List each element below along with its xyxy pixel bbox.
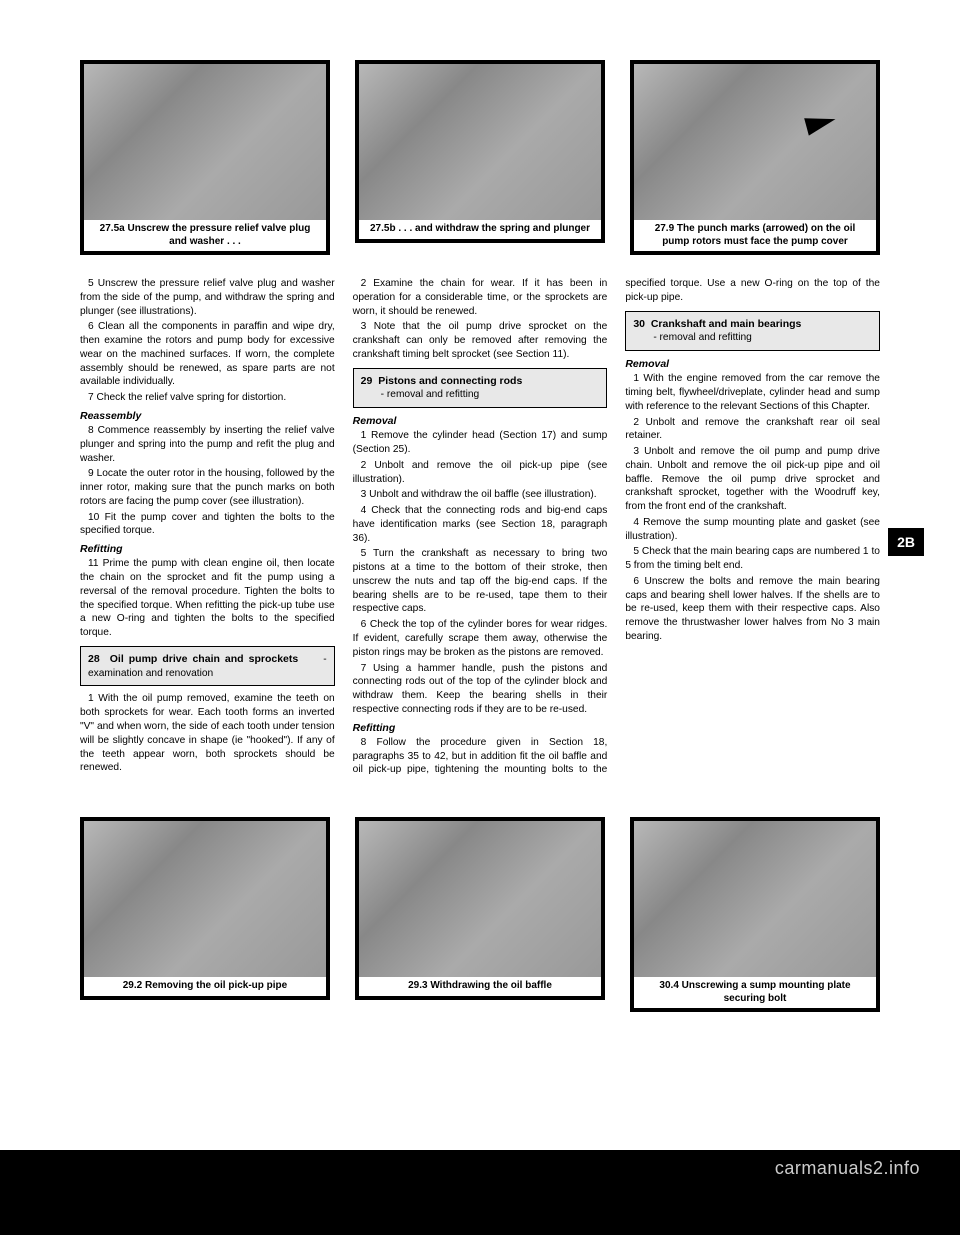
section-title: 30 Crankshaft and main bearings: [633, 318, 801, 330]
section-name: Oil pump drive chain and sprockets: [110, 653, 298, 665]
figure-image: [355, 60, 605, 220]
subheading-refitting: Refitting: [80, 542, 335, 556]
body-para: 7 Using a hammer handle, push the piston…: [353, 662, 608, 717]
body-para: 10 Fit the pump cover and tighten the bo…: [80, 511, 335, 539]
body-para: 7 Check the relief valve spring for dist…: [80, 391, 335, 405]
figure-29-3: 29.3 Withdrawing the oil baffle: [355, 817, 605, 1012]
body-para: 1 With the oil pump removed, examine the…: [80, 692, 335, 775]
body-para: 3 Unbolt and remove the oil pump and pum…: [625, 445, 880, 514]
figure-image: [80, 60, 330, 220]
body-para: 2 Examine the chain for wear. If it has …: [353, 277, 608, 318]
section-number: 28: [88, 653, 100, 665]
body-columns: 5 Unscrew the pressure relief valve plug…: [80, 277, 880, 797]
figure-image: [80, 817, 330, 977]
figure-caption: 27.5a Unscrew the pressure relief valve …: [80, 220, 330, 255]
figure-27-5a: 27.5a Unscrew the pressure relief valve …: [80, 60, 330, 255]
section-box-28: 28 Oil pump drive chain and sprockets - …: [80, 646, 335, 687]
figure-caption: 29.3 Withdrawing the oil baffle: [355, 977, 605, 1000]
subheading-removal: Removal: [625, 357, 880, 371]
body-para: 2 Unbolt and remove the crankshaft rear …: [625, 416, 880, 444]
figure-29-2: 29.2 Removing the oil pick-up pipe: [80, 817, 330, 1012]
body-para: 3 Note that the oil pump drive sprocket …: [353, 320, 608, 361]
body-para: 5 Check that the main bearing caps are n…: [625, 545, 880, 573]
body-para: 1 With the engine removed from the car r…: [625, 372, 880, 413]
figure-caption: 30.4 Unscrewing a sump mounting plate se…: [630, 977, 880, 1012]
section-name: Crankshaft and main bearings: [651, 318, 802, 330]
body-para: 4 Check that the connecting rods and big…: [353, 504, 608, 545]
body-para: 8 Commence reassembly by inserting the r…: [80, 424, 335, 465]
body-para: 9 Locate the outer rotor in the housing,…: [80, 467, 335, 508]
body-para: 2 Unbolt and remove the oil pick-up pipe…: [353, 459, 608, 487]
section-sub: - removal and refitting: [653, 332, 752, 343]
chapter-tab: 2B: [888, 528, 924, 556]
figure-27-5b: 27.5b . . . and withdraw the spring and …: [355, 60, 605, 255]
subheading-refitting: Refitting: [353, 721, 608, 735]
section-number: 29: [361, 375, 373, 387]
section-title: 28 Oil pump drive chain and sprockets: [88, 653, 303, 665]
figure-caption: 27.5b . . . and withdraw the spring and …: [355, 220, 605, 243]
section-box-29: 29 Pistons and connecting rods - removal…: [353, 368, 608, 409]
body-para: 5 Unscrew the pressure relief valve plug…: [80, 277, 335, 318]
body-para: 3 Unbolt and withdraw the oil baffle (se…: [353, 488, 608, 502]
body-para: 11 Prime the pump with clean engine oil,…: [80, 557, 335, 640]
top-figure-row: 27.5a Unscrew the pressure relief valve …: [80, 60, 880, 255]
figure-image: [630, 60, 880, 220]
figure-27-9: 27.9 The punch marks (arrowed) on the oi…: [630, 60, 880, 255]
body-para: 5 Turn the crankshaft as necessary to br…: [353, 547, 608, 616]
section-box-30: 30 Crankshaft and main bearings - remova…: [625, 311, 880, 352]
body-para: 6 Unscrew the bolts and remove the main …: [625, 575, 880, 644]
subheading-removal: Removal: [353, 414, 608, 428]
section-sub: - removal and refitting: [381, 389, 480, 400]
section-number: 30: [633, 318, 645, 330]
section-name: Pistons and connecting rods: [378, 375, 522, 387]
figure-caption: 29.2 Removing the oil pick-up pipe: [80, 977, 330, 1000]
subheading-reassembly: Reassembly: [80, 409, 335, 423]
watermark: carmanuals2.info: [0, 1150, 960, 1229]
body-para: 4 Remove the sump mounting plate and gas…: [625, 516, 880, 544]
figure-caption: 27.9 The punch marks (arrowed) on the oi…: [630, 220, 880, 255]
bottom-figure-row: 29.2 Removing the oil pick-up pipe 29.3 …: [80, 817, 880, 1012]
body-para: 6 Check the top of the cylinder bores fo…: [353, 618, 608, 659]
manual-page: 27.5a Unscrew the pressure relief valve …: [0, 0, 960, 1150]
figure-30-4: 30.4 Unscrewing a sump mounting plate se…: [630, 817, 880, 1012]
body-para: 6 Clean all the components in paraffin a…: [80, 320, 335, 389]
figure-image: [355, 817, 605, 977]
section-title: 29 Pistons and connecting rods: [361, 375, 523, 387]
figure-image: [630, 817, 880, 977]
body-para: 1 Remove the cylinder head (Section 17) …: [353, 429, 608, 457]
